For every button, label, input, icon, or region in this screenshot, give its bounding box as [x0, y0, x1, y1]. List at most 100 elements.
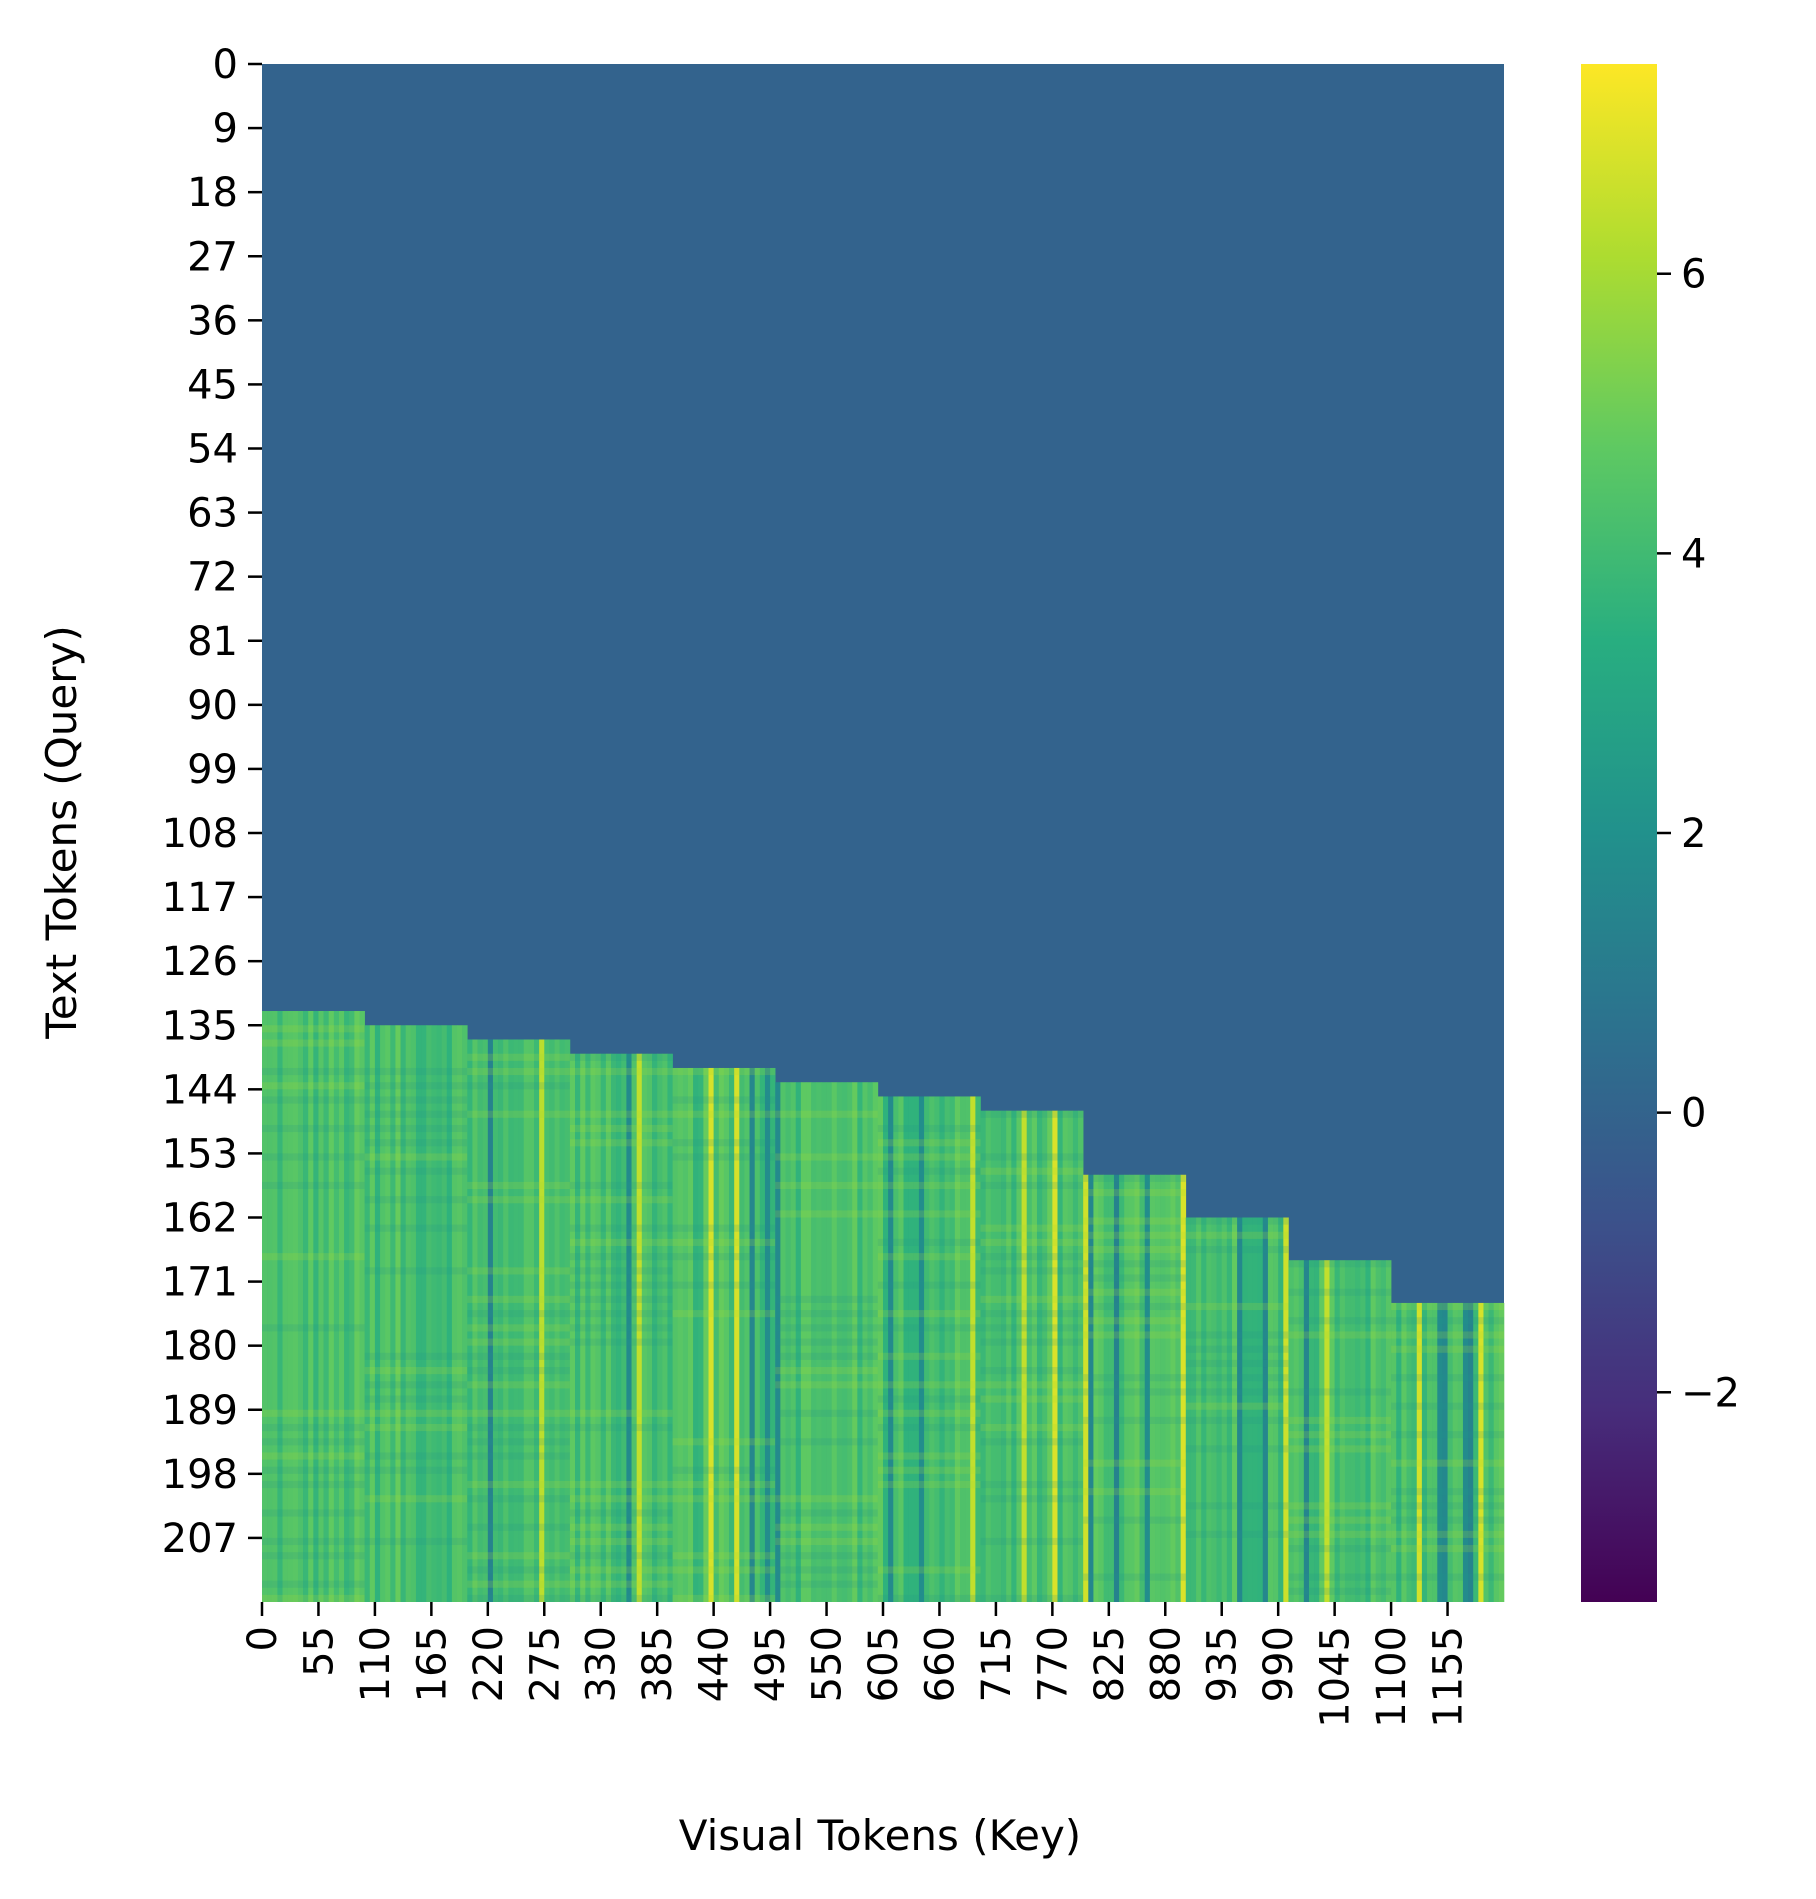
- heatmap-row-band: [775, 1509, 878, 1517]
- y-tick-label: 135: [162, 1003, 238, 1049]
- x-tick-label: 275: [522, 1626, 568, 1702]
- heatmap-row-band: [980, 1438, 1084, 1446]
- heatmap-cell: [836, 1082, 843, 1602]
- heatmap-cell: [1026, 1110, 1033, 1602]
- heatmap-cell: [364, 1025, 371, 1602]
- heatmap-row-band: [775, 1552, 878, 1560]
- heatmap-row-band: [364, 1409, 468, 1417]
- colorbar-gradient: [1581, 64, 1657, 1602]
- heatmap-row-band: [467, 1423, 570, 1432]
- heatmap-row-band: [980, 1423, 1084, 1432]
- heatmap-row-band: [569, 1053, 673, 1061]
- x-tick-label: 715: [974, 1626, 1020, 1702]
- heatmap-cell: [277, 1011, 283, 1602]
- heatmap-cell: [1319, 1260, 1325, 1602]
- heatmap-cell: [1180, 1174, 1187, 1602]
- heatmap-row-band: [262, 1409, 365, 1417]
- heatmap-cell: [682, 1067, 689, 1602]
- heatmap-row-band: [569, 1238, 673, 1246]
- heatmap-cell: [580, 1053, 586, 1602]
- heatmap-cell: [939, 1096, 945, 1602]
- heatmap-row-band: [364, 1466, 468, 1474]
- heatmap-row-band: [1083, 1217, 1186, 1225]
- heatmap-cell: [467, 1039, 473, 1602]
- heatmap-cell: [482, 1039, 489, 1602]
- heatmap-row-band: [775, 1210, 878, 1218]
- heatmap-row-band: [877, 1352, 981, 1360]
- heatmap-row-band: [262, 1537, 365, 1546]
- heatmap-row-band: [980, 1594, 1084, 1602]
- heatmap-cell: [744, 1067, 750, 1602]
- heatmap-row-band: [262, 1253, 365, 1261]
- heatmap-row-band: [1288, 1445, 1392, 1453]
- active-block-8: [1083, 1174, 1187, 1602]
- heatmap-cell: [539, 1039, 545, 1602]
- heatmap-row-band: [1391, 1317, 1504, 1325]
- heatmap-row-band: [775, 1338, 878, 1346]
- active-block-9: [1185, 1217, 1289, 1602]
- heatmap-cell: [318, 1011, 324, 1602]
- heatmap-cell: [759, 1067, 766, 1602]
- heatmap-row-band: [569, 1338, 673, 1346]
- heatmap-plot-area: [262, 64, 1505, 1602]
- heatmap-cell: [374, 1025, 381, 1602]
- heatmap-row-band: [467, 1295, 570, 1303]
- heatmap-row-band: [1083, 1288, 1186, 1296]
- heatmap-row-band: [364, 1067, 468, 1076]
- heatmap-cell: [1329, 1260, 1335, 1602]
- heatmap-cell: [1119, 1174, 1125, 1602]
- heatmap-cell: [729, 1067, 735, 1602]
- heatmap-cell: [1452, 1302, 1459, 1602]
- heatmap-row-band: [877, 1167, 981, 1175]
- heatmap-cell: [395, 1025, 401, 1602]
- heatmap-cell: [328, 1011, 335, 1602]
- heatmap-row-band: [467, 1267, 570, 1275]
- heatmap-row-band: [1391, 1573, 1504, 1581]
- heatmap-cell: [780, 1082, 786, 1602]
- heatmap-row-band: [1185, 1402, 1289, 1410]
- heatmap-cell: [898, 1096, 904, 1602]
- heatmap-row-band: [775, 1537, 878, 1546]
- heatmap-cell: [503, 1039, 509, 1602]
- heatmap-cell: [1031, 1110, 1038, 1602]
- heatmap-cell: [764, 1067, 771, 1602]
- heatmap-row-band: [1083, 1174, 1186, 1182]
- heatmap-cell: [1226, 1217, 1233, 1602]
- heatmap-row-band: [980, 1537, 1084, 1546]
- heatmap-row-band: [672, 1552, 776, 1560]
- heatmap-row-band: [364, 1196, 468, 1204]
- y-tick-label: 63: [187, 491, 238, 537]
- heatmap-row-band: [1083, 1388, 1186, 1396]
- heatmap-row-band: [569, 1267, 673, 1275]
- heatmap-row-band: [569, 1124, 673, 1133]
- heatmap-row-band: [1288, 1260, 1392, 1268]
- heatmap-row-band: [1391, 1331, 1504, 1339]
- heatmap-cell: [1144, 1174, 1151, 1602]
- heatmap-row-band: [262, 1025, 365, 1033]
- heatmap-row-band: [569, 1566, 673, 1574]
- heatmap-cell: [431, 1025, 437, 1602]
- active-block-10: [1288, 1260, 1392, 1602]
- heatmap-cell: [621, 1053, 627, 1602]
- heatmap-row-band: [467, 1523, 570, 1531]
- heatmap-row-band: [980, 1167, 1084, 1175]
- heatmap-cell: [1103, 1174, 1110, 1602]
- heatmap-row-band: [1391, 1431, 1504, 1439]
- heatmap-row-band: [1288, 1573, 1392, 1581]
- heatmap-cell: [918, 1096, 925, 1602]
- heatmap-cell: [965, 1096, 971, 1602]
- heatmap-row-band: [980, 1181, 1084, 1190]
- heatmap-cell: [862, 1082, 868, 1602]
- heatmap-row-band: [569, 1580, 673, 1588]
- heatmap-cell: [754, 1067, 761, 1602]
- heatmap-cell: [518, 1039, 525, 1602]
- heatmap-cell: [585, 1053, 591, 1602]
- heatmap-row-band: [1083, 1331, 1186, 1339]
- heatmap-row-band: [364, 1452, 468, 1460]
- heatmap-cell: [1380, 1260, 1387, 1602]
- heatmap-row-band: [1083, 1260, 1186, 1268]
- heatmap-row-band: [364, 1139, 468, 1147]
- heatmap-row-band: [877, 1238, 981, 1246]
- heatmap-cell: [867, 1082, 874, 1602]
- heatmap-cell: [1288, 1260, 1294, 1602]
